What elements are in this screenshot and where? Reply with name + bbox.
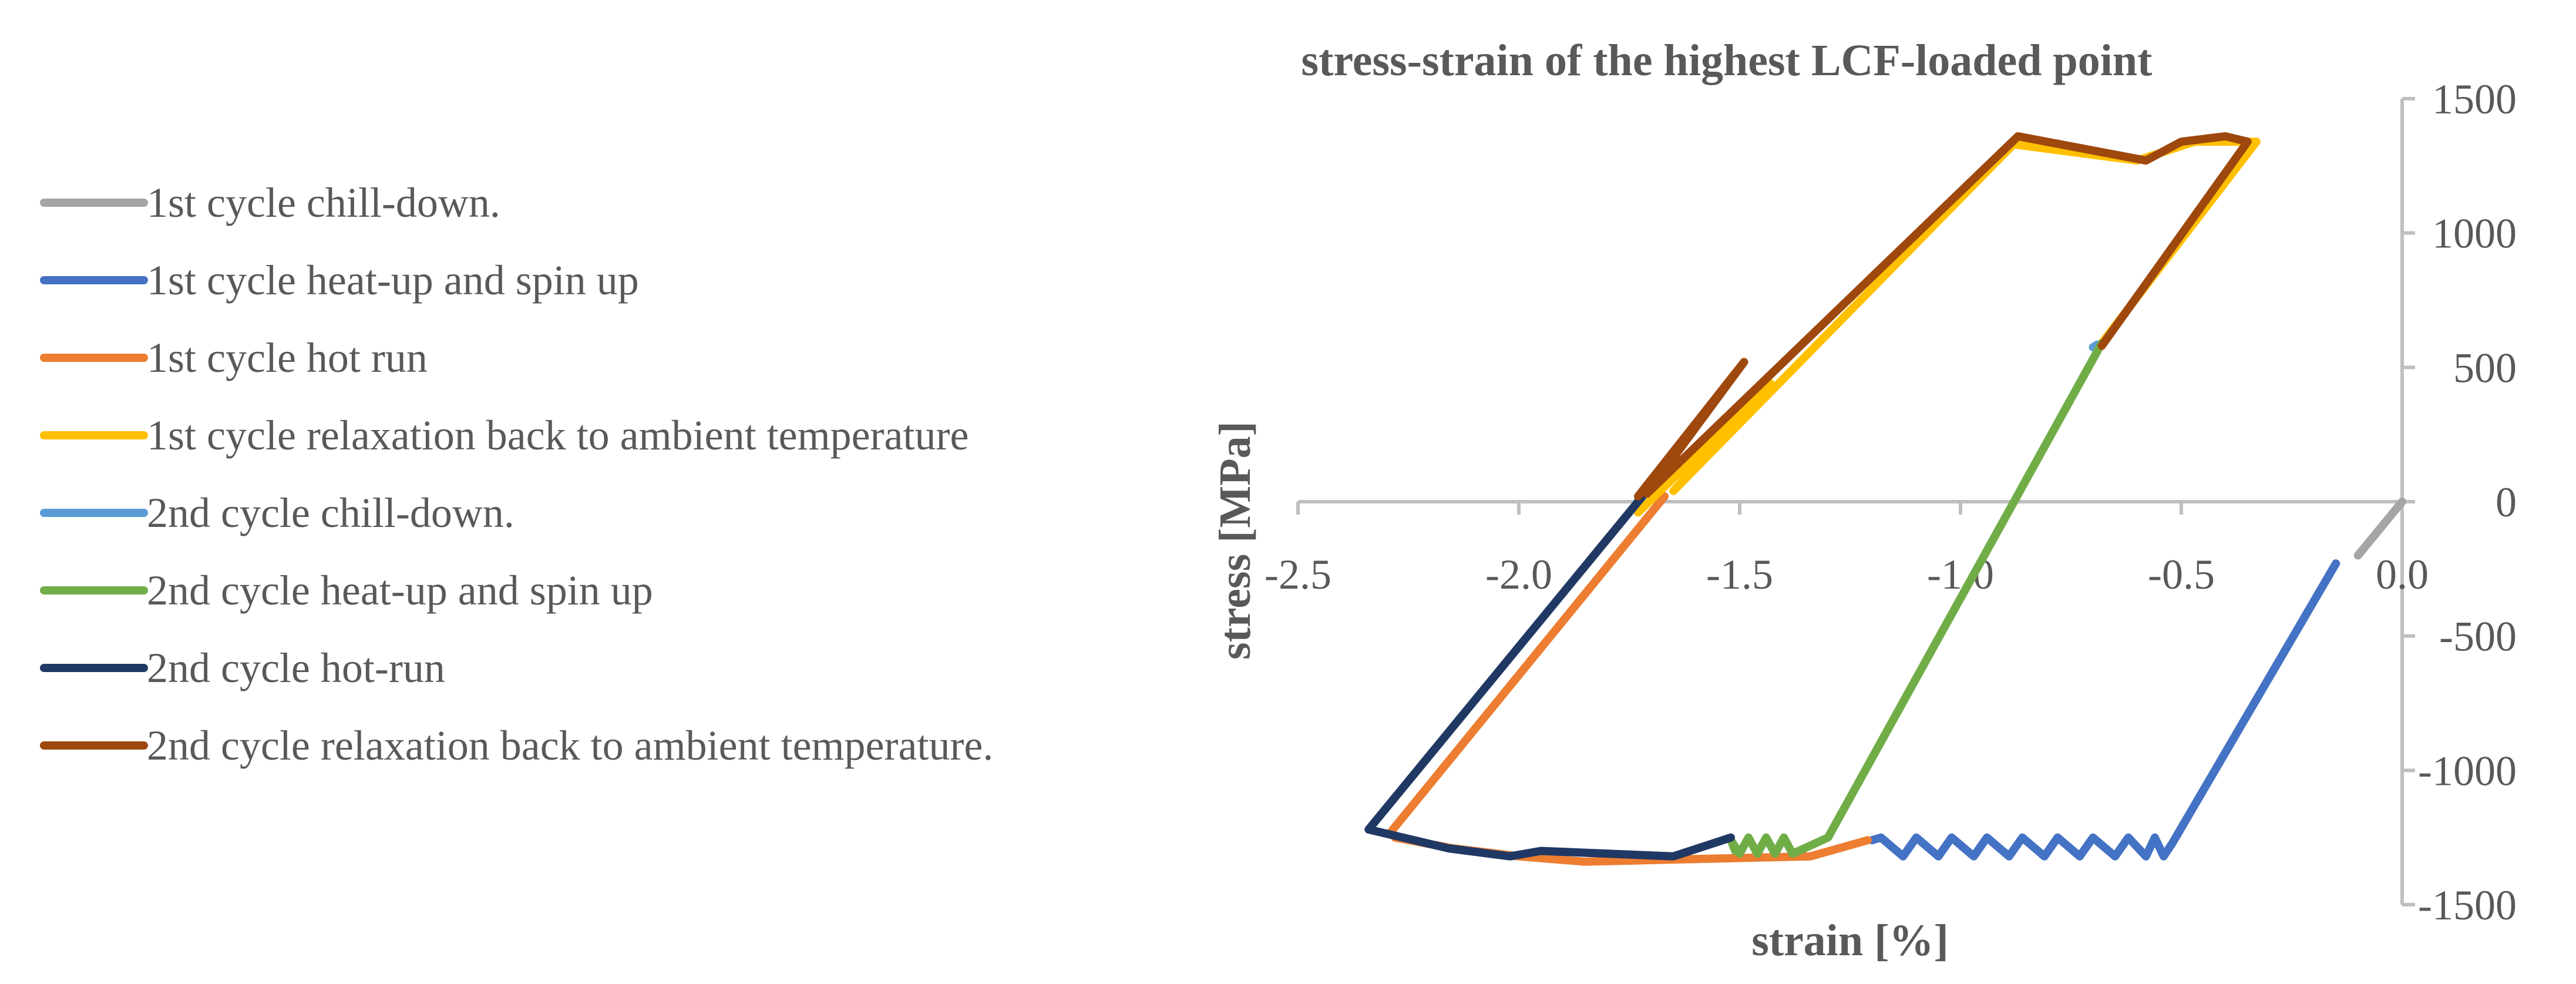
legend-label: 1st cycle relaxation back to ambient tem…	[147, 412, 968, 459]
legend-label: 1st cycle hot run	[147, 334, 428, 381]
series-line-3	[1386, 492, 1872, 866]
series-line-7	[1364, 476, 1735, 861]
series-lines	[1364, 132, 2406, 866]
series-line-1	[2353, 498, 2406, 560]
y-tick-label: -1000	[2418, 747, 2517, 794]
x-tick-label: -2.0	[1485, 551, 1552, 598]
legend-item: 1st cycle chill-down.	[40, 179, 500, 226]
series-line-6	[1727, 339, 2106, 858]
y-tick-label: -1500	[2418, 882, 2517, 929]
legend-label: 1st cycle chill-down.	[147, 179, 500, 226]
x-tick-label: -2.5	[1265, 551, 1331, 598]
y-tick-label: 1500	[2432, 76, 2517, 123]
y-tick-label: 1000	[2432, 210, 2517, 257]
series-line-4	[1634, 137, 2261, 517]
legend-item: 2nd cycle relaxation back to ambient tem…	[40, 722, 993, 769]
legend: 1st cycle chill-down. 1st cycle heat-up a…	[40, 179, 993, 769]
series-line-2	[1868, 559, 2340, 861]
y-tick-label: 500	[2453, 344, 2517, 391]
series-line-8	[1634, 132, 2252, 501]
legend-label: 2nd cycle hot-run	[147, 644, 445, 691]
x-tick-label: -1.5	[1706, 551, 1773, 598]
x-tick-label: 0.0	[2376, 551, 2429, 598]
x-axis-ticks: -2.5 -2.0 -1.5 -1.0 -0.5 0.0	[1265, 502, 2429, 598]
y-tick-label: 0	[2496, 479, 2517, 526]
legend-label: 2nd cycle relaxation back to ambient tem…	[147, 722, 993, 769]
y-axis-ticks: 1500 1000 500 0 -500 -1000 -1500	[2402, 76, 2517, 929]
legend-label: 1st cycle heat-up and spin up	[147, 257, 639, 304]
y-axis-title: stress [MPa]	[1210, 421, 1260, 660]
legend-item: 2nd cycle chill-down.	[40, 489, 514, 536]
legend-item: 1st cycle heat-up and spin up	[40, 257, 639, 304]
legend-item: 2nd cycle heat-up and spin up	[40, 567, 653, 614]
legend-item: 1st cycle hot run	[40, 334, 428, 381]
axes	[1298, 99, 2404, 905]
legend-item: 1st cycle relaxation back to ambient tem…	[40, 412, 968, 459]
y-tick-label: -500	[2439, 613, 2517, 660]
x-axis-title: strain [%]	[1751, 916, 1949, 965]
legend-label: 2nd cycle heat-up and spin up	[147, 567, 653, 614]
legend-item: 2nd cycle hot-run	[40, 644, 445, 691]
legend-label: 2nd cycle chill-down.	[147, 489, 514, 536]
x-tick-label: -0.5	[2148, 551, 2215, 598]
chart-title: stress-strain of the highest LCF-loaded …	[1302, 36, 2153, 85]
